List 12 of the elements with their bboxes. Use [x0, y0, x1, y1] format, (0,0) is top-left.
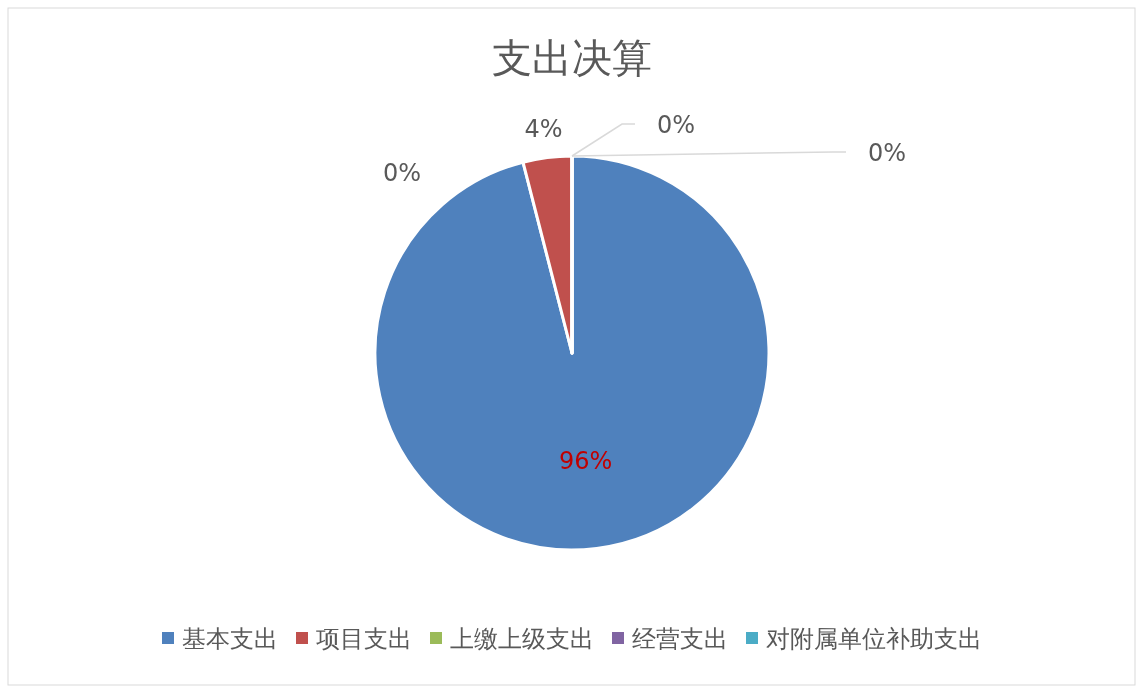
legend-label: 对附属单位补助支出 — [766, 625, 982, 653]
pie-slice — [373, 154, 771, 552]
legend-label: 经营支出 — [632, 625, 728, 653]
data-label: 4% — [524, 114, 563, 143]
legend-label: 项目支出 — [316, 625, 412, 653]
text: 0% — [382, 159, 422, 187]
text: 0% — [657, 111, 696, 139]
data-label: 96% — [558, 447, 613, 476]
legend-label: 上缴上级支出 — [450, 625, 594, 653]
text: 0% — [868, 139, 907, 167]
legend-label: 基本支出 — [182, 625, 278, 653]
chart-title: 支出决算 — [492, 35, 652, 81]
